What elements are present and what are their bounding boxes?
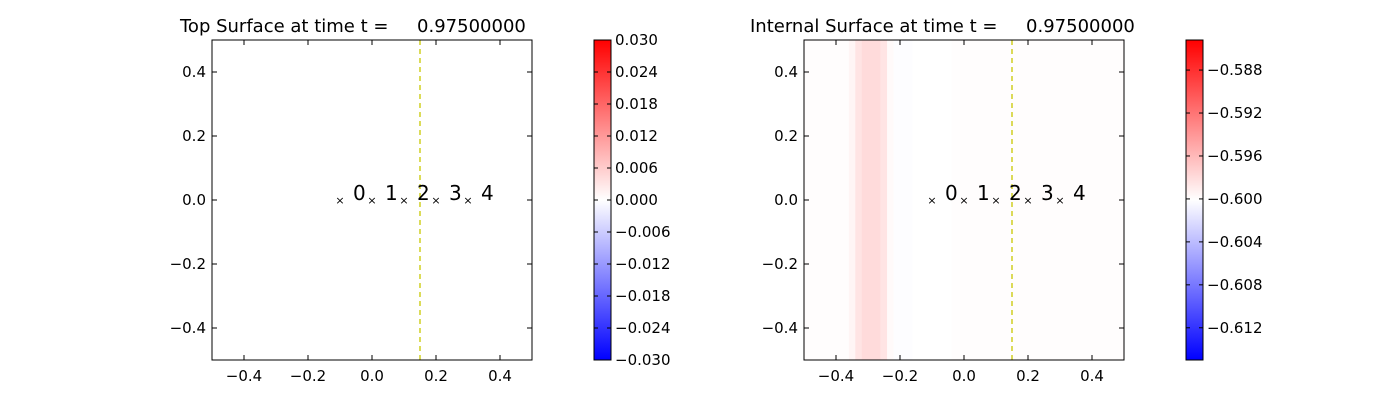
xtick-label-internal-2: 0.0	[952, 367, 976, 385]
heatmap-band-internal-0	[804, 40, 849, 360]
xtick-label-internal-3: 0.2	[1016, 367, 1040, 385]
marker-label-top-2: 2	[417, 181, 430, 205]
colorbar-label-internal-2: −0.596	[1207, 147, 1263, 165]
colorbar-label-top-0: 0.030	[615, 31, 658, 49]
colorbar-label-top-9: −0.024	[615, 319, 671, 337]
marker-top-0: ×	[335, 194, 344, 207]
marker-label-top-4: 4	[481, 181, 494, 205]
colorbar-label-top-5: 0.000	[615, 191, 658, 209]
ytick-label-top-1: −0.2	[170, 255, 206, 273]
marker-top-2: ×	[399, 194, 408, 207]
ytick-label-internal-0: −0.4	[762, 319, 798, 337]
heatmap-band-internal-8	[951, 40, 1124, 360]
marker-internal-4: ×	[1055, 194, 1064, 207]
heatmap-band-internal-1	[848, 40, 856, 360]
xtick-label-internal-0: −0.4	[818, 367, 854, 385]
xtick-label-top-4: 0.4	[488, 367, 512, 385]
panel-internal: × 0 × 1 × 2 × 3 × 4−0.4 −0.2 0.0 0.2 0.4−0.4−0.20.00.…	[750, 16, 1263, 385]
marker-label-internal-1: 1	[977, 181, 990, 205]
chart-title-top: Top Surface at time t = 0.97500000	[179, 16, 526, 37]
xtick-label-internal-4: 0.4	[1080, 367, 1104, 385]
marker-label-internal-3: 3	[1041, 181, 1054, 205]
heatmap-band-internal-5	[887, 40, 894, 360]
marker-label-top-0: 0	[353, 181, 366, 205]
heatmap-band-internal-3	[861, 40, 881, 360]
colorbar-label-top-3: 0.012	[615, 127, 658, 145]
marker-label-internal-0: 0	[945, 181, 958, 205]
ytick-label-top-0: −0.4	[170, 319, 206, 337]
marker-label-internal-2: 2	[1009, 181, 1022, 205]
marker-internal-2: ×	[991, 194, 1000, 207]
colorbar-label-internal-0: −0.588	[1207, 61, 1263, 79]
heatmap-band-internal-2	[855, 40, 862, 360]
ytick-label-internal-2: 0.0	[774, 191, 798, 209]
xtick-label-internal-1: −0.2	[882, 367, 918, 385]
colorbar-label-internal-3: −0.600	[1207, 190, 1263, 208]
ytick-label-top-4: 0.4	[182, 63, 206, 81]
colorbar-label-top-6: −0.006	[615, 223, 671, 241]
heatmap-band-internal-6	[893, 40, 913, 360]
colorbar-label-top-2: 0.018	[615, 95, 658, 113]
marker-internal-0: ×	[927, 194, 936, 207]
colorbar-label-internal-4: −0.604	[1207, 233, 1263, 251]
ytick-label-top-3: 0.2	[182, 127, 206, 145]
marker-internal-3: ×	[1023, 194, 1032, 207]
marker-top-4: ×	[463, 194, 472, 207]
heatmap-band-internal-4	[880, 40, 888, 360]
marker-label-top-3: 3	[449, 181, 462, 205]
chart-title-internal: Internal Surface at time t = 0.97500000	[750, 16, 1135, 37]
colorbar-internal	[1185, 39, 1204, 361]
marker-label-top-1: 1	[385, 181, 398, 205]
plot-area-top	[212, 40, 532, 360]
colorbar-label-top-7: −0.012	[615, 255, 671, 273]
marker-top-1: ×	[367, 194, 376, 207]
colorbar-label-top-4: 0.006	[615, 159, 658, 177]
colorbar-label-top-10: −0.030	[615, 351, 671, 369]
panel-top: × 0 × 1 × 2 × 3 × 4−0.4 −0.2 0.0 0.2 0.4−0.4−0.20.00.…	[170, 16, 671, 385]
colorbar-label-internal-6: −0.612	[1207, 319, 1263, 337]
xtick-label-top-0: −0.4	[226, 367, 262, 385]
colorbar-label-internal-1: −0.592	[1207, 104, 1263, 122]
ytick-label-internal-4: 0.4	[774, 63, 798, 81]
marker-top-3: ×	[431, 194, 440, 207]
heatmap-band-internal-7	[912, 40, 952, 360]
colorbar-label-top-8: −0.018	[615, 287, 671, 305]
marker-internal-1: ×	[959, 194, 968, 207]
xtick-label-top-1: −0.2	[290, 367, 326, 385]
ytick-label-internal-3: 0.2	[774, 127, 798, 145]
ytick-label-top-2: 0.0	[182, 191, 206, 209]
ytick-label-internal-1: −0.2	[762, 255, 798, 273]
colorbar-label-internal-5: −0.608	[1207, 276, 1263, 294]
xtick-label-top-2: 0.0	[360, 367, 384, 385]
xtick-label-top-3: 0.2	[424, 367, 448, 385]
colorbar-label-top-1: 0.024	[615, 63, 658, 81]
marker-label-internal-4: 4	[1073, 181, 1086, 205]
